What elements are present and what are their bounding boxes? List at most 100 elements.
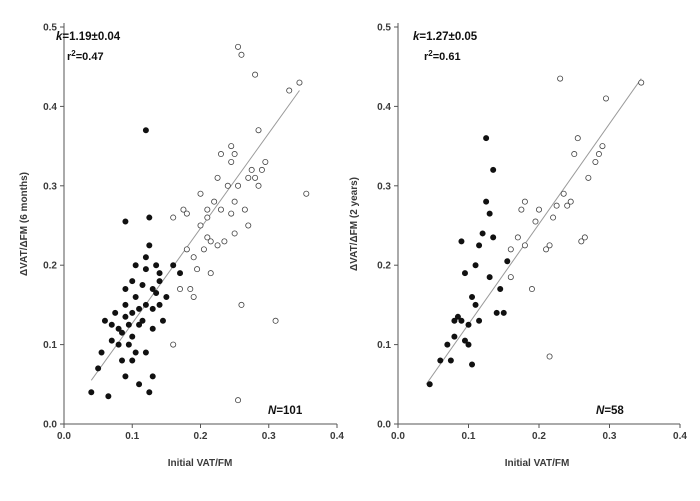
data-point-filled bbox=[108, 321, 115, 328]
data-point-filled bbox=[493, 309, 500, 316]
data-point-open bbox=[286, 87, 293, 94]
data-point-open bbox=[214, 242, 221, 249]
data-point-filled bbox=[437, 357, 444, 364]
data-point-filled bbox=[458, 317, 465, 324]
data-point-open bbox=[228, 158, 235, 165]
data-point-open bbox=[507, 274, 514, 281]
data-point-filled bbox=[142, 127, 149, 134]
data-point-open bbox=[571, 151, 578, 158]
data-point-filled bbox=[129, 278, 136, 285]
data-point-open bbox=[532, 218, 539, 225]
data-point-filled bbox=[122, 301, 129, 308]
x-tick-label: 0.3 bbox=[603, 431, 617, 442]
data-point-filled bbox=[497, 286, 504, 293]
y-axis-title: ΔVAT/ΔFM (2 years) bbox=[349, 177, 360, 271]
data-point-filled bbox=[149, 325, 156, 332]
y-tick-label: 0.5 bbox=[43, 23, 57, 34]
regression-line bbox=[90, 90, 300, 381]
y-tick-label: 0.2 bbox=[43, 261, 57, 272]
data-point-open bbox=[235, 397, 242, 404]
data-point-open bbox=[507, 246, 514, 253]
data-point-open bbox=[602, 95, 609, 102]
data-point-open bbox=[190, 293, 197, 300]
data-point-filled bbox=[88, 389, 95, 396]
data-point-open bbox=[557, 75, 564, 82]
data-point-filled bbox=[132, 293, 139, 300]
data-point-filled bbox=[469, 293, 476, 300]
x-tick-label: 0.3 bbox=[262, 431, 276, 442]
data-point-filled bbox=[146, 242, 153, 249]
data-point-filled bbox=[125, 321, 132, 328]
data-point-open bbox=[204, 214, 211, 221]
data-point-open bbox=[197, 190, 204, 197]
data-point-filled bbox=[465, 341, 472, 348]
data-point-filled bbox=[112, 309, 119, 316]
y-tick-label: 0.4 bbox=[377, 102, 391, 113]
data-point-open bbox=[248, 166, 255, 173]
data-point-filled bbox=[472, 262, 479, 269]
data-point-open bbox=[228, 210, 235, 217]
x-axis-title: Initial VAT/FM bbox=[168, 458, 233, 469]
data-point-open bbox=[578, 238, 585, 245]
data-point-open bbox=[224, 182, 231, 189]
data-point-open bbox=[204, 234, 211, 241]
data-point-filled bbox=[115, 325, 122, 332]
data-point-open bbox=[521, 198, 528, 205]
k-annotation: k=1.27±0.05 bbox=[413, 31, 478, 43]
regression-line bbox=[425, 78, 642, 385]
data-point-open bbox=[217, 206, 224, 213]
data-point-filled bbox=[153, 262, 160, 269]
data-point-filled bbox=[142, 349, 149, 356]
x-tick-label: 0.2 bbox=[194, 431, 208, 442]
data-point-open bbox=[546, 353, 553, 360]
data-point-filled bbox=[170, 262, 177, 269]
data-point-open bbox=[255, 127, 262, 134]
data-point-filled bbox=[476, 317, 483, 324]
data-point-filled bbox=[444, 341, 451, 348]
data-point-filled bbox=[486, 210, 493, 217]
data-point-open bbox=[245, 222, 252, 229]
data-point-filled bbox=[125, 341, 132, 348]
data-point-open bbox=[560, 190, 567, 197]
data-point-open bbox=[252, 71, 259, 78]
data-point-filled bbox=[136, 305, 143, 312]
data-point-filled bbox=[132, 349, 139, 356]
data-point-filled bbox=[108, 337, 115, 344]
x-tick-label: 0.0 bbox=[391, 431, 405, 442]
r2-annotation: r2=0.61 bbox=[424, 49, 461, 63]
x-tick-label: 0.4 bbox=[330, 431, 344, 442]
data-point-open bbox=[207, 238, 214, 245]
x-tick-label: 0.1 bbox=[462, 431, 476, 442]
data-point-filled bbox=[156, 278, 163, 285]
data-point-open bbox=[303, 190, 310, 197]
data-point-open bbox=[592, 158, 599, 165]
data-point-open bbox=[262, 158, 269, 165]
n-annotation: N=101 bbox=[268, 405, 303, 417]
data-point-filled bbox=[483, 198, 490, 205]
y-tick-label: 0.4 bbox=[43, 102, 57, 113]
data-point-filled bbox=[476, 242, 483, 249]
data-point-open bbox=[170, 341, 177, 348]
data-point-filled bbox=[454, 313, 461, 320]
data-point-open bbox=[211, 198, 218, 205]
data-point-filled bbox=[105, 393, 112, 400]
data-point-filled bbox=[447, 357, 454, 364]
data-point-filled bbox=[122, 373, 129, 380]
data-point-open bbox=[521, 242, 528, 249]
data-point-open bbox=[296, 79, 303, 86]
data-point-open bbox=[235, 182, 242, 189]
data-point-open bbox=[272, 317, 279, 324]
data-point-filled bbox=[149, 286, 156, 293]
data-point-filled bbox=[122, 286, 129, 293]
data-point-filled bbox=[486, 274, 493, 281]
scatter-panel-2: 0.0 0.1 0.2 0.3 0.4 0.0 0.1 0.2 0.3 0.4 0.5 Initial… bbox=[349, 23, 687, 470]
data-point-filled bbox=[500, 309, 507, 316]
x-tick-label: 0.0 bbox=[57, 431, 71, 442]
data-point-filled bbox=[132, 262, 139, 269]
data-point-filled bbox=[119, 357, 126, 364]
data-point-open bbox=[553, 202, 560, 209]
data-point-filled bbox=[504, 258, 511, 265]
data-point-open bbox=[183, 246, 190, 253]
data-point-open bbox=[585, 174, 592, 181]
